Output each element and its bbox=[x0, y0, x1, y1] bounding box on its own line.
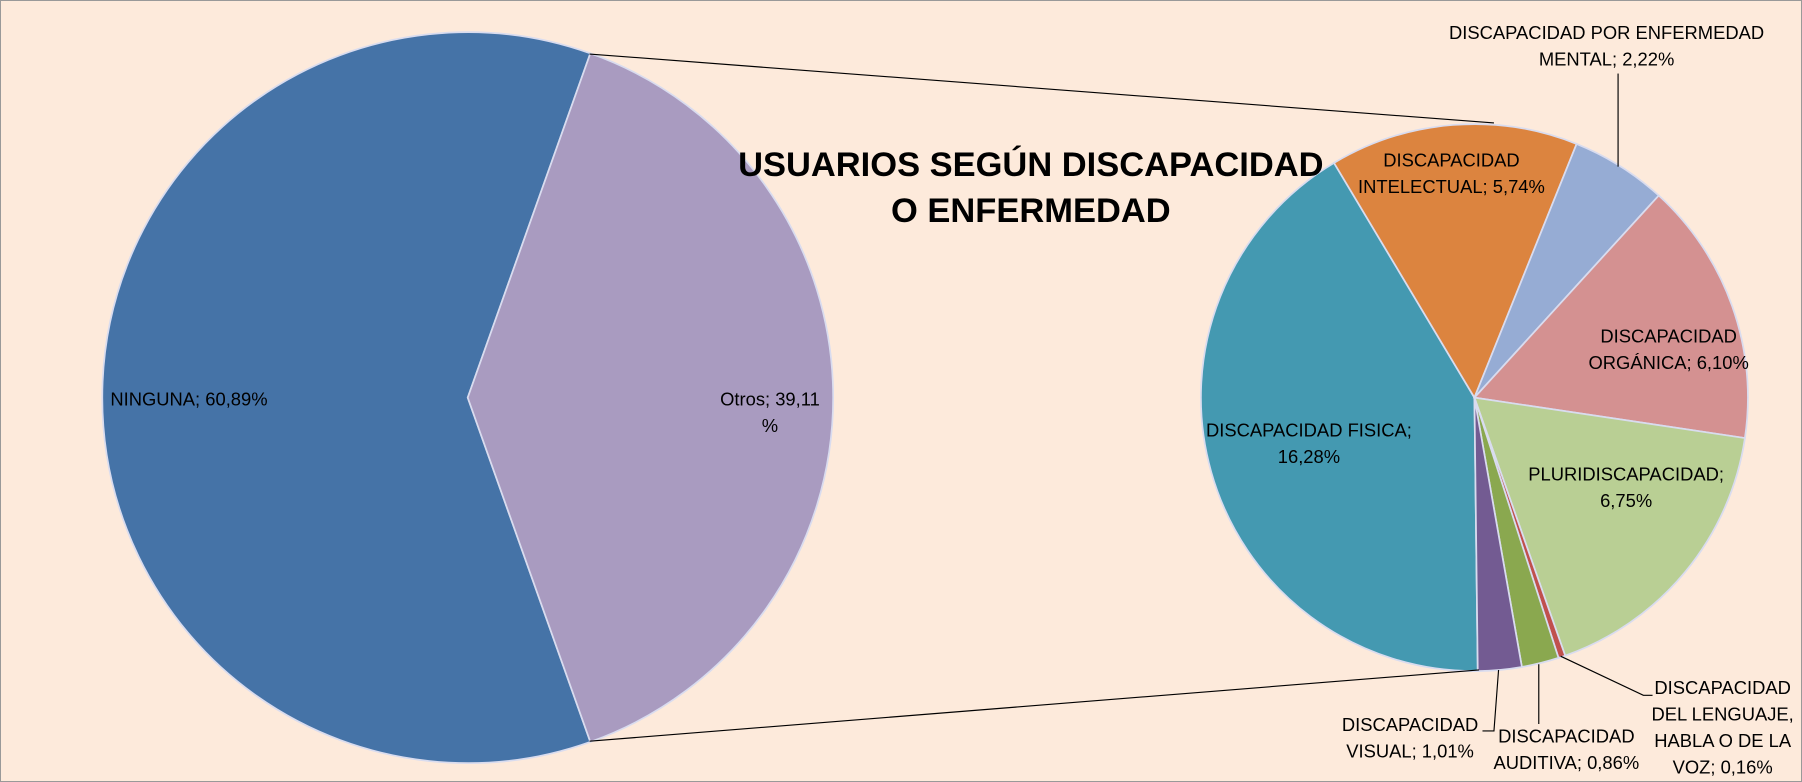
data-label: DISCAPACIDAD FISICA; 16,28% bbox=[1206, 420, 1412, 467]
data-label: DISCAPACIDAD AUDITIVA; 0,86% bbox=[1494, 725, 1640, 772]
pie-slice bbox=[466, 52, 834, 743]
leader-line bbox=[1560, 655, 1653, 696]
plot: USUARIOS SEGÚN DISCAPACIDAD O ENFERMEDAD … bbox=[101, 22, 1794, 777]
data-label: DISCAPACIDAD INTELECTUAL; 5,74% bbox=[1358, 150, 1545, 197]
data-label: Otros; 39,11% bbox=[720, 389, 820, 436]
data-label: DISCAPACIDAD VISUAL; 1,01% bbox=[1342, 714, 1478, 761]
connector bbox=[589, 53, 1495, 124]
data-label: NINGUNA; 60,89% bbox=[110, 389, 267, 410]
pie-slice bbox=[1473, 397, 1523, 672]
leader-line bbox=[1482, 669, 1500, 732]
pie-slice bbox=[1472, 194, 1749, 440]
pie-slice bbox=[1332, 123, 1578, 400]
data-label: PLURIDISCAPACIDAD; 6,75% bbox=[1528, 463, 1724, 510]
pie-slice bbox=[1473, 396, 1746, 657]
connector bbox=[589, 669, 1480, 742]
data-label: DISCAPACIDAD ORGÁNICA; 6,10% bbox=[1588, 325, 1748, 372]
chart-title: USUARIOS SEGÚN DISCAPACIDAD O ENFERMEDAD bbox=[738, 144, 1323, 230]
data-label: DISCAPACIDAD DEL LENGUAJE, HABLA O DE LA VO… bbox=[1652, 677, 1794, 777]
data-label: DISCAPACIDAD POR ENFERMEDAD MENTAL; 2,22% bbox=[1449, 22, 1764, 69]
pie-slice bbox=[101, 31, 592, 764]
pie-slice bbox=[1200, 161, 1479, 672]
